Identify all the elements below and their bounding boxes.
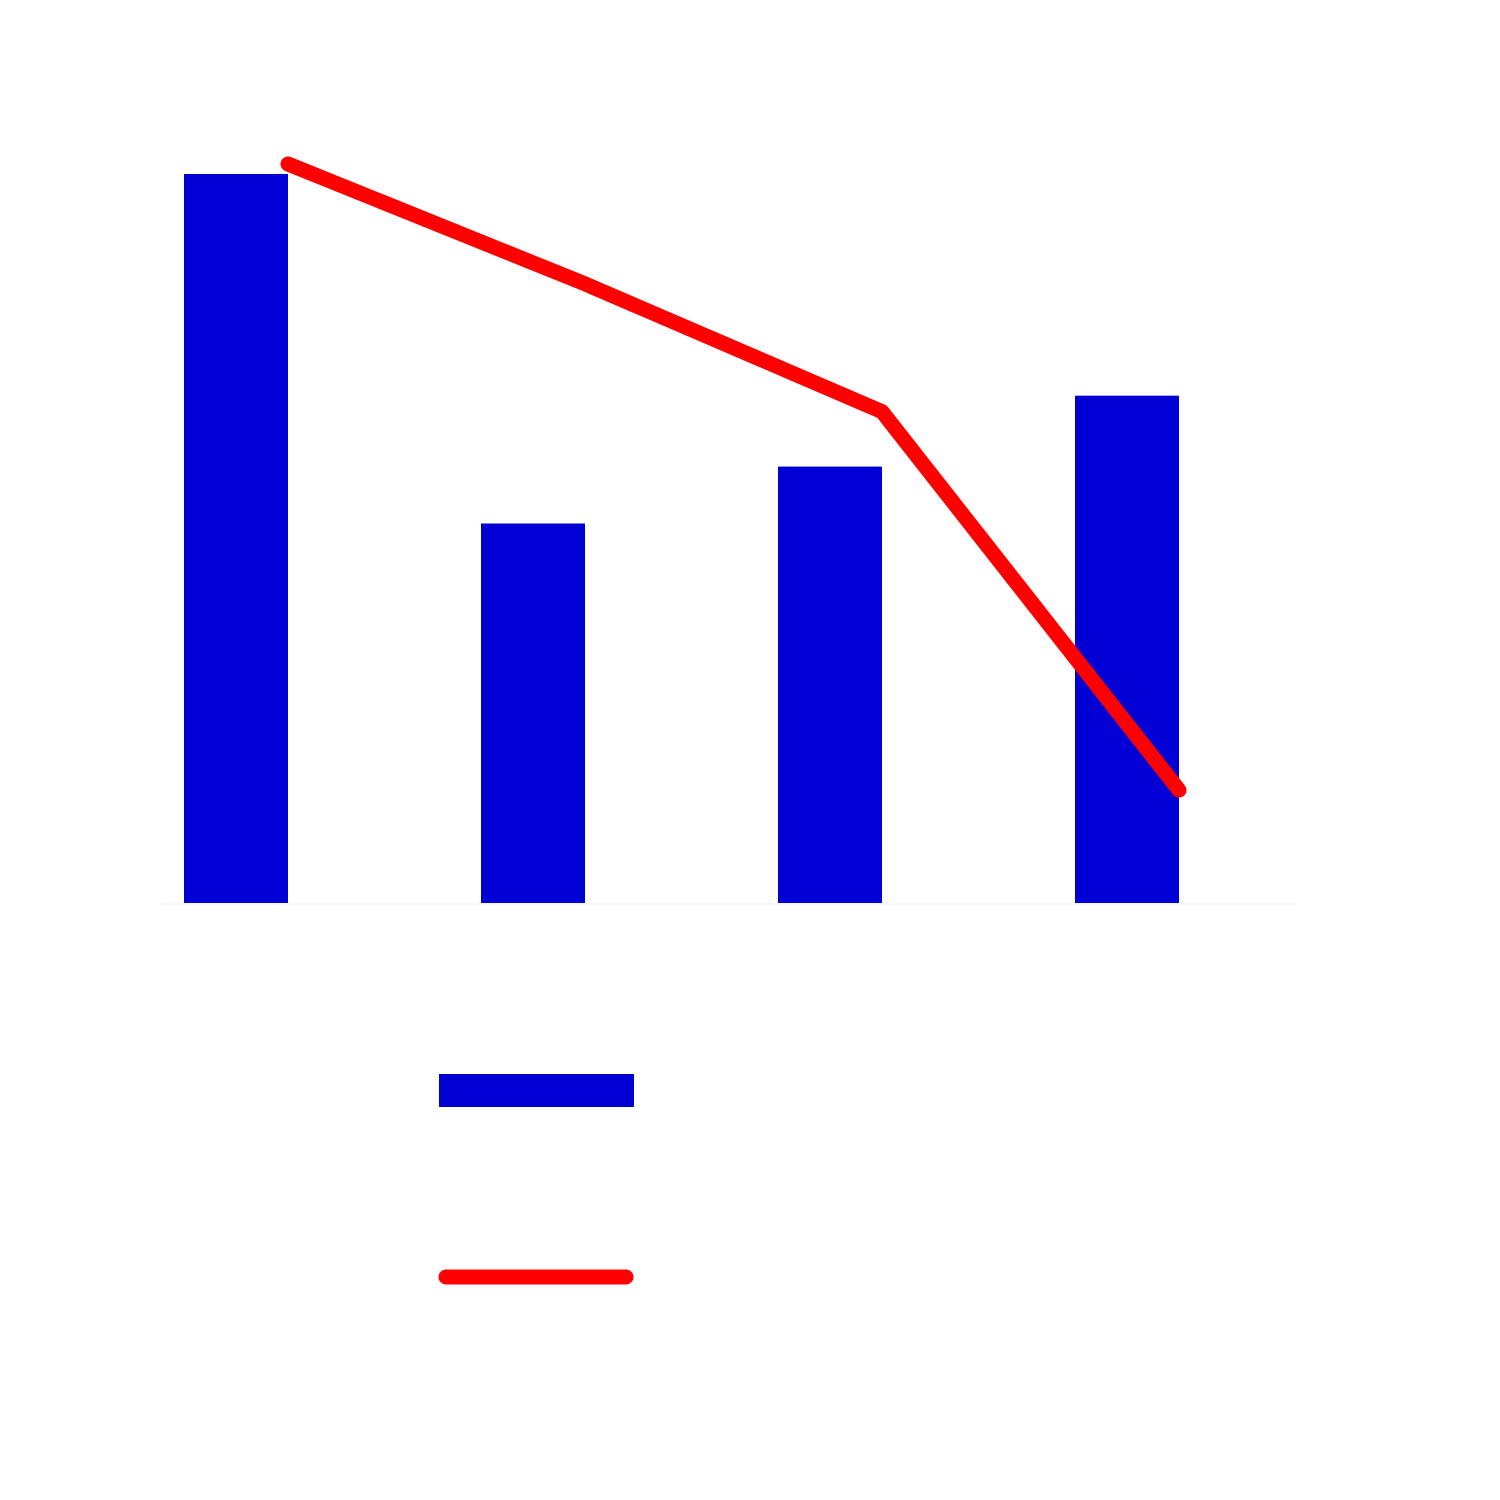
bar-2 <box>481 523 585 903</box>
bar-1 <box>184 173 288 904</box>
line-series <box>280 156 1187 798</box>
plot-area <box>160 156 1295 905</box>
bar-4 <box>1075 395 1179 903</box>
legend-swatch-bar <box>439 1074 634 1107</box>
bar-3 <box>778 466 882 903</box>
legend <box>438 1074 634 1285</box>
